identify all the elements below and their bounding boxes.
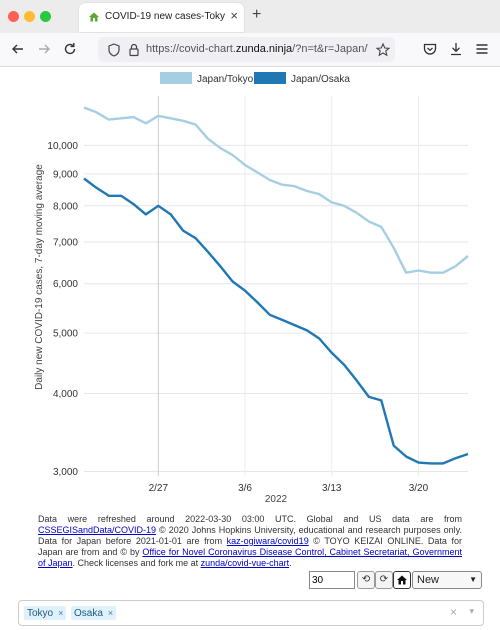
chart-legend: Japan/Tokyo Japan/Osaka [160,72,350,85]
y-axis-label: Daily new COVID-19 cases, 7-day moving a… [34,164,45,390]
legend-swatch [254,72,286,84]
toyokeizai-link[interactable]: kaz-ogiwara/covid19 [226,536,309,546]
region-multiselect[interactable]: Tokyo × Osaka × × ▾ [18,600,484,626]
clear-all-icon[interactable]: × [449,605,457,619]
gridlines [84,96,468,476]
jhu-data-link[interactable]: CSSEGISandData/COVID-19 [38,525,157,535]
footer-text: Data were refreshed around 2022-03-30 03… [38,514,462,524]
cabinet-office-link[interactable]: Office for Novel Coronavirus Disease Con… [38,547,462,568]
x-axis-ticks: 2/27 3/6 3/13 3/20 [149,483,429,494]
browser-tab[interactable]: COVID-19 new cases-Tokyo,Osaka × [79,3,244,32]
menu-icon[interactable] [474,41,490,57]
chart-container: Japan/Tokyo Japan/Osaka 3,000 4,000 5,000 6,… [0,66,500,506]
remove-chip-icon[interactable]: × [58,608,64,618]
house-icon [89,12,99,22]
navigation-bar: https://covid-chart.zunda.ninja/?n=t&r=J… [0,33,500,67]
shield-icon[interactable] [106,42,122,58]
zoom-window-button[interactable] [40,11,51,22]
x-tick-label: 3/13 [322,483,342,494]
mode-select[interactable]: New ▼ [412,571,482,589]
lock-icon[interactable] [126,42,142,58]
legend-label: Japan/Tokyo [197,74,254,85]
remove-chip-icon[interactable]: × [107,608,114,618]
y-tick-label: 3,000 [53,467,78,478]
tab-close-icon[interactable]: × [230,8,238,23]
back-arrow-icon[interactable] [10,41,26,57]
url-text[interactable]: https://covid-chart.zunda.ninja/?n=t&r=J… [146,43,368,55]
cases-chart: Japan/Tokyo Japan/Osaka 3,000 4,000 5,000 6,… [34,72,469,505]
dropdown-caret-icon[interactable]: ▾ [469,606,474,616]
y-tick-label: 4,000 [53,389,78,400]
footer-text: . [289,558,292,568]
footer-text: . Check licenses and fork me at [72,558,201,568]
y-tick-label: 5,000 [53,329,78,340]
x-axis-label: 2022 [265,494,288,505]
series-lines [83,106,469,465]
region-chip-label: Tokyo [27,608,54,619]
y-tick-label: 7,000 [53,237,78,248]
footer-text: © TOYO KEIZAI ONLINE. Data for Japan are… [38,536,463,557]
data-source-notice: Data were refreshed around 2022-03-30 03… [38,514,462,569]
series-line-osaka [83,177,469,465]
home-glyph [397,575,407,585]
legend-swatch [160,72,192,84]
legend-label: Japan/Osaka [291,74,350,85]
x-tick-label: 3/6 [238,483,252,494]
forward-arrow-icon[interactable] [36,41,52,57]
github-repo-link[interactable]: zunda/covid-vue-chart [200,558,290,568]
y-axis-ticks: 3,000 4,000 5,000 6,000 7,000 8,000 9,000 10,00… [47,141,78,478]
bookmark-star-icon[interactable] [375,42,391,58]
chart-controls: ⟲ ⟳ New ▼ [309,571,484,589]
y-tick-label: 8,000 [53,201,78,212]
y-tick-label: 6,000 [53,279,78,290]
pocket-icon[interactable] [422,41,438,57]
new-tab-icon[interactable]: + [252,6,262,23]
address-bar[interactable]: https://covid-chart.zunda.ninja/?n=t&r=J… [98,37,395,62]
redo-icon[interactable]: ⟳ [375,571,393,589]
minimize-window-button[interactable] [24,11,35,22]
home-icon[interactable] [393,571,411,589]
region-chip-osaka: Osaka × [71,606,117,620]
region-chip-tokyo: Tokyo × [24,606,67,620]
days-input[interactable] [309,571,355,589]
tab-title: COVID-19 new cases-Tokyo,Osaka [105,11,225,22]
footer-text: © 2020 Johns Hopkins University, educati… [38,525,462,546]
x-tick-label: 3/20 [409,483,429,494]
title-bar: COVID-19 new cases-Tokyo,Osaka × + [0,0,500,33]
mode-select-value: New [417,574,440,586]
y-tick-label: 9,000 [53,169,78,180]
y-tick-label: 10,000 [47,141,78,152]
download-icon[interactable] [448,41,464,57]
close-window-button[interactable] [8,11,19,22]
region-chip-label: Osaka [74,608,103,619]
chevron-down-icon: ▼ [469,575,477,584]
x-tick-label: 2/27 [149,483,169,494]
series-line-tokyo [83,106,469,274]
reload-icon[interactable] [62,41,78,57]
undo-icon[interactable]: ⟲ [357,571,375,589]
